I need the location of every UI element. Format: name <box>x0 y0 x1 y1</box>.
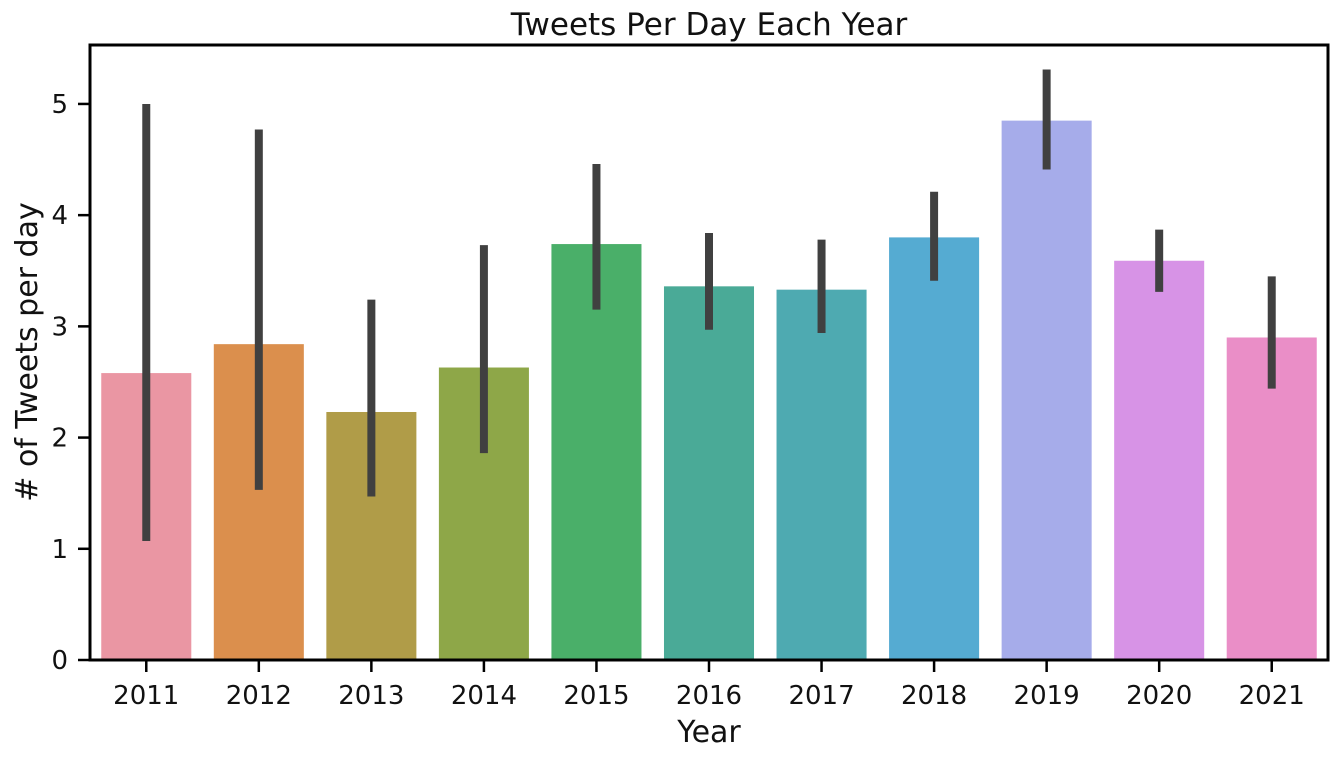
x-tick-label: 2021 <box>1239 681 1305 711</box>
error-bars-group <box>142 69 1276 542</box>
bar-2015 <box>551 244 642 660</box>
bar-2019 <box>1001 120 1092 660</box>
y-axis: 0 1 2 3 4 5 <box>51 90 90 676</box>
x-tick-label: 2018 <box>901 681 967 711</box>
x-tick-label: 2016 <box>676 681 742 711</box>
bar-2017 <box>776 289 867 660</box>
bars-group <box>101 120 1317 660</box>
x-tick-label: 2013 <box>338 681 404 711</box>
x-tick-label: 2019 <box>1014 681 1080 711</box>
bar-2020 <box>1114 260 1205 660</box>
x-axis-label: Year <box>676 715 741 750</box>
x-tick-label: 2012 <box>226 681 292 711</box>
x-tick-label: 2017 <box>788 681 854 711</box>
y-axis-label: # of Tweets per day <box>10 202 45 501</box>
bar-2016 <box>663 286 755 660</box>
x-tick-label: 2014 <box>451 681 517 711</box>
y-tick-label: 2 <box>51 424 68 454</box>
bar-2018 <box>889 237 980 660</box>
x-tick-label: 2015 <box>563 681 629 711</box>
y-tick-label: 4 <box>51 201 68 231</box>
x-tick-label: 2020 <box>1126 681 1192 711</box>
y-tick-label: 1 <box>51 535 68 565</box>
chart-title: Tweets Per Day Each Year <box>510 7 908 43</box>
y-tick-label: 3 <box>51 312 68 342</box>
y-tick-label: 5 <box>51 90 68 120</box>
x-axis: 2011 2012 2013 2014 2015 2016 2017 2018 2019 2020… <box>113 660 1305 711</box>
y-tick-label: 0 <box>51 646 68 676</box>
x-tick-label: 2011 <box>113 681 179 711</box>
bar-2021 <box>1226 337 1317 660</box>
